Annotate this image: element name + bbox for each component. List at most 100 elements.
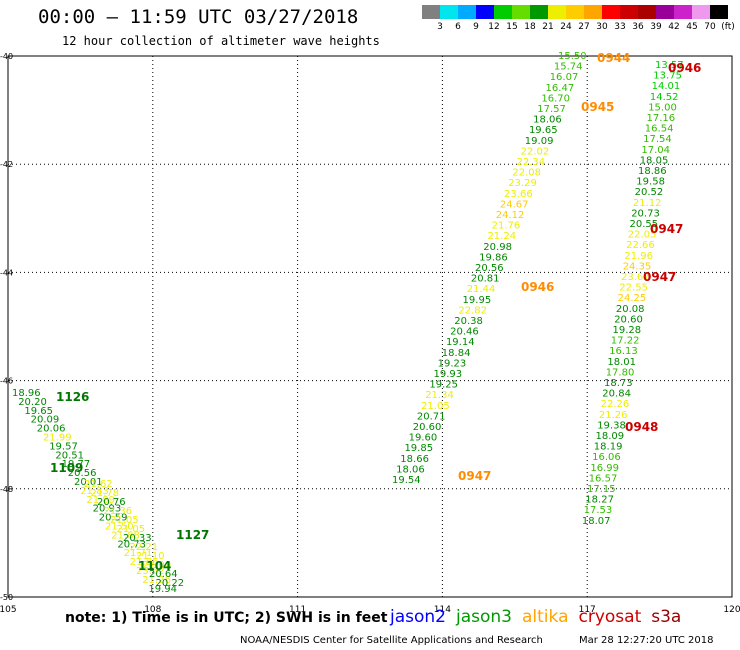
swh-value-label: 24.67 [500, 199, 529, 210]
swh-value-label: 20.51 [55, 450, 84, 461]
swh-value-label: 19.23 [438, 358, 467, 369]
satellite-jason2: jason2 [390, 607, 446, 627]
swh-value-label: 18.96 [12, 388, 41, 399]
swh-value-label: 18.05 [640, 155, 669, 166]
swh-value-label: 16.70 [541, 93, 570, 104]
swh-value-label: 19.09 [525, 136, 554, 147]
swh-value-label: 23.66 [504, 189, 533, 200]
legend-tick: 45 [686, 22, 698, 32]
swh-value-label: 16.47 [546, 83, 575, 94]
swh-value-label: 20.76 [97, 497, 126, 508]
pass-time-label: 1126 [56, 390, 89, 404]
swh-value-label: 21.96 [624, 251, 653, 262]
legend-tick: 15 [506, 22, 518, 32]
swh-value-label: 18.06 [396, 464, 425, 475]
legend-swatch [602, 5, 620, 19]
y-tick-label: -40 [0, 52, 13, 61]
pass-time-label: 0945 [581, 100, 614, 114]
swh-value-label: 19.54 [392, 475, 421, 486]
swh-value-label: 23.62 [136, 566, 165, 577]
swh-value-label: 19.95 [463, 295, 492, 306]
swh-value-label: 20.20 [18, 397, 47, 408]
legend-swatch [620, 5, 638, 19]
swh-value-label: 14.01 [652, 81, 681, 92]
swh-value-label: 21.12 [633, 198, 662, 209]
x-tick-label: 120 [723, 605, 740, 615]
swh-value-label: 22.02 [521, 146, 550, 157]
legend-tick: 39 [650, 22, 662, 32]
swh-value-label: 19.77 [62, 459, 91, 470]
legend-tick: 3 [437, 22, 443, 32]
swh-value-label: 20.60 [413, 422, 442, 433]
y-tick-label: -42 [0, 160, 13, 169]
pass-time-label: 0948 [625, 420, 658, 434]
swh-value-label: 20.64 [149, 569, 178, 580]
legend-tick: 27 [578, 22, 590, 32]
swh-value-label: 16.57 [589, 473, 618, 484]
swh-value-label: 20.81 [471, 274, 500, 285]
pass-time-label: 1127 [176, 528, 209, 542]
swh-value-label: 22.05 [628, 230, 657, 241]
swh-value-label: 19.57 [49, 441, 78, 452]
swh-value-label: 21.36 [104, 506, 133, 517]
swh-value-label: 19.65 [24, 406, 53, 417]
x-tick-label: 114 [434, 605, 451, 615]
legend-tick: 9 [473, 22, 479, 32]
pass-time-label: 0944 [597, 51, 630, 65]
swh-value-label: 19.86 [479, 252, 508, 263]
swh-value-label: 18.86 [638, 166, 667, 177]
legend-swatch [494, 5, 512, 19]
swh-value-label: 20.06 [37, 424, 66, 435]
swh-value-label: 18.27 [585, 495, 614, 506]
legend-tick: 18 [524, 22, 536, 32]
generation-timestamp: Mar 28 12:27:20 UTC 2018 [579, 635, 714, 646]
legend-swatch [566, 5, 584, 19]
swh-value-label: 19.14 [446, 337, 475, 348]
pass-time-label: 1104 [138, 559, 171, 573]
swh-value-label: 21.50 [105, 522, 134, 533]
legend-swatch [440, 5, 458, 19]
swh-value-label: 17.15 [587, 484, 616, 495]
swh-value-label: 18.73 [604, 378, 633, 389]
swh-value-label: 17.80 [606, 367, 635, 378]
swh-value-label: 20.98 [483, 242, 512, 253]
swh-value-label: 20.08 [616, 304, 645, 315]
legend-tick: 6 [455, 22, 461, 32]
swh-value-label: 21.10 [136, 551, 165, 562]
page-title: 00:00 — 11:59 UTC 03/27/2018 [38, 6, 359, 28]
swh-value-label: 17.04 [641, 145, 670, 156]
swh-value-label: 21.71 [124, 548, 153, 559]
swh-value-label: 20.73 [117, 539, 146, 550]
swh-value-label: 21.05 [421, 401, 450, 412]
swh-value-label: 20.71 [417, 411, 446, 422]
pass-time-label: 0947 [650, 222, 683, 236]
swh-value-label: 19.93 [434, 369, 463, 380]
swh-value-label: 18.66 [400, 454, 429, 465]
swh-value-label: 19.58 [636, 177, 665, 188]
swh-value-label: 21.83 [80, 486, 109, 497]
swh-value-label: 22.34 [517, 157, 546, 168]
swh-value-label: 21.05 [110, 515, 139, 526]
legend-swatch [422, 5, 440, 19]
swh-value-label: 24.25 [618, 293, 647, 304]
pass-time-label: 0946 [668, 61, 701, 75]
swh-value-label: 22.66 [626, 240, 655, 251]
plot-frame [7, 55, 733, 598]
swh-value-label: 22.08 [512, 168, 541, 179]
swh-value-label: 18.06 [533, 115, 562, 126]
swh-value-label: 19.38 [597, 420, 626, 431]
legend-swatch [584, 5, 602, 19]
swh-value-label: 18.84 [442, 348, 471, 359]
swh-value-label: 20.56 [475, 263, 504, 274]
legend-tick: 70 [704, 22, 716, 32]
swh-value-label: 20.52 [635, 187, 664, 198]
color-scale-legend [422, 5, 728, 19]
swh-value-label: 23.67 [621, 272, 650, 283]
swh-value-label: 19.85 [404, 443, 433, 454]
legend-swatch [476, 5, 494, 19]
swh-value-label: 13.75 [653, 71, 682, 82]
swh-value-label: 17.22 [611, 336, 640, 347]
swh-value-label: 22.21 [130, 542, 159, 553]
swh-value-label: 16.06 [592, 452, 621, 463]
